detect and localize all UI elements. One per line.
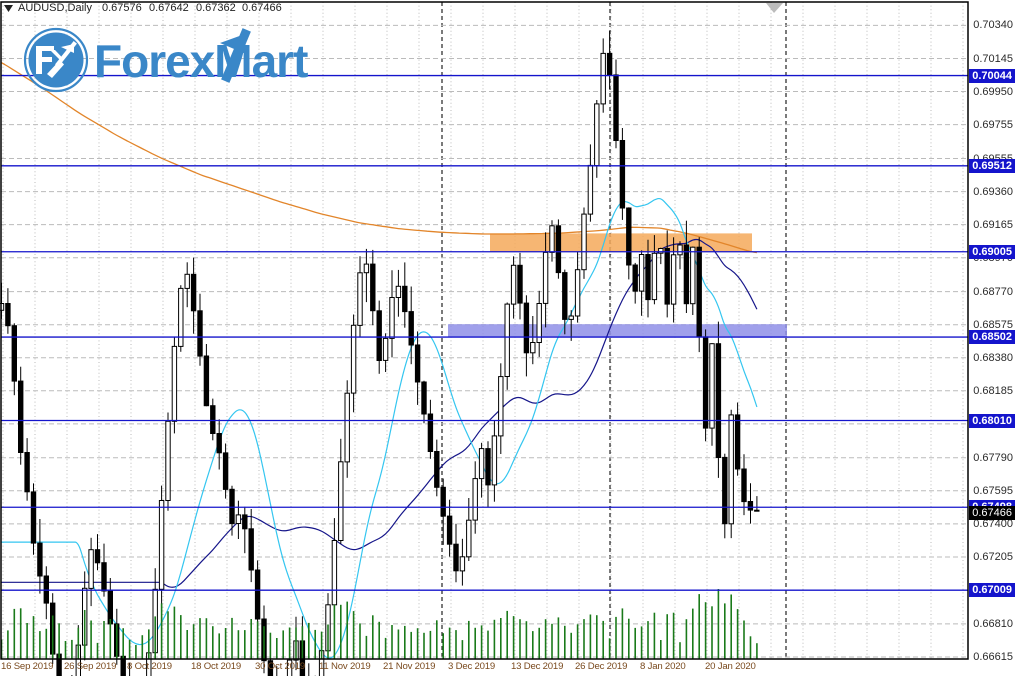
svg-text:ForexMart: ForexMart: [94, 35, 308, 87]
